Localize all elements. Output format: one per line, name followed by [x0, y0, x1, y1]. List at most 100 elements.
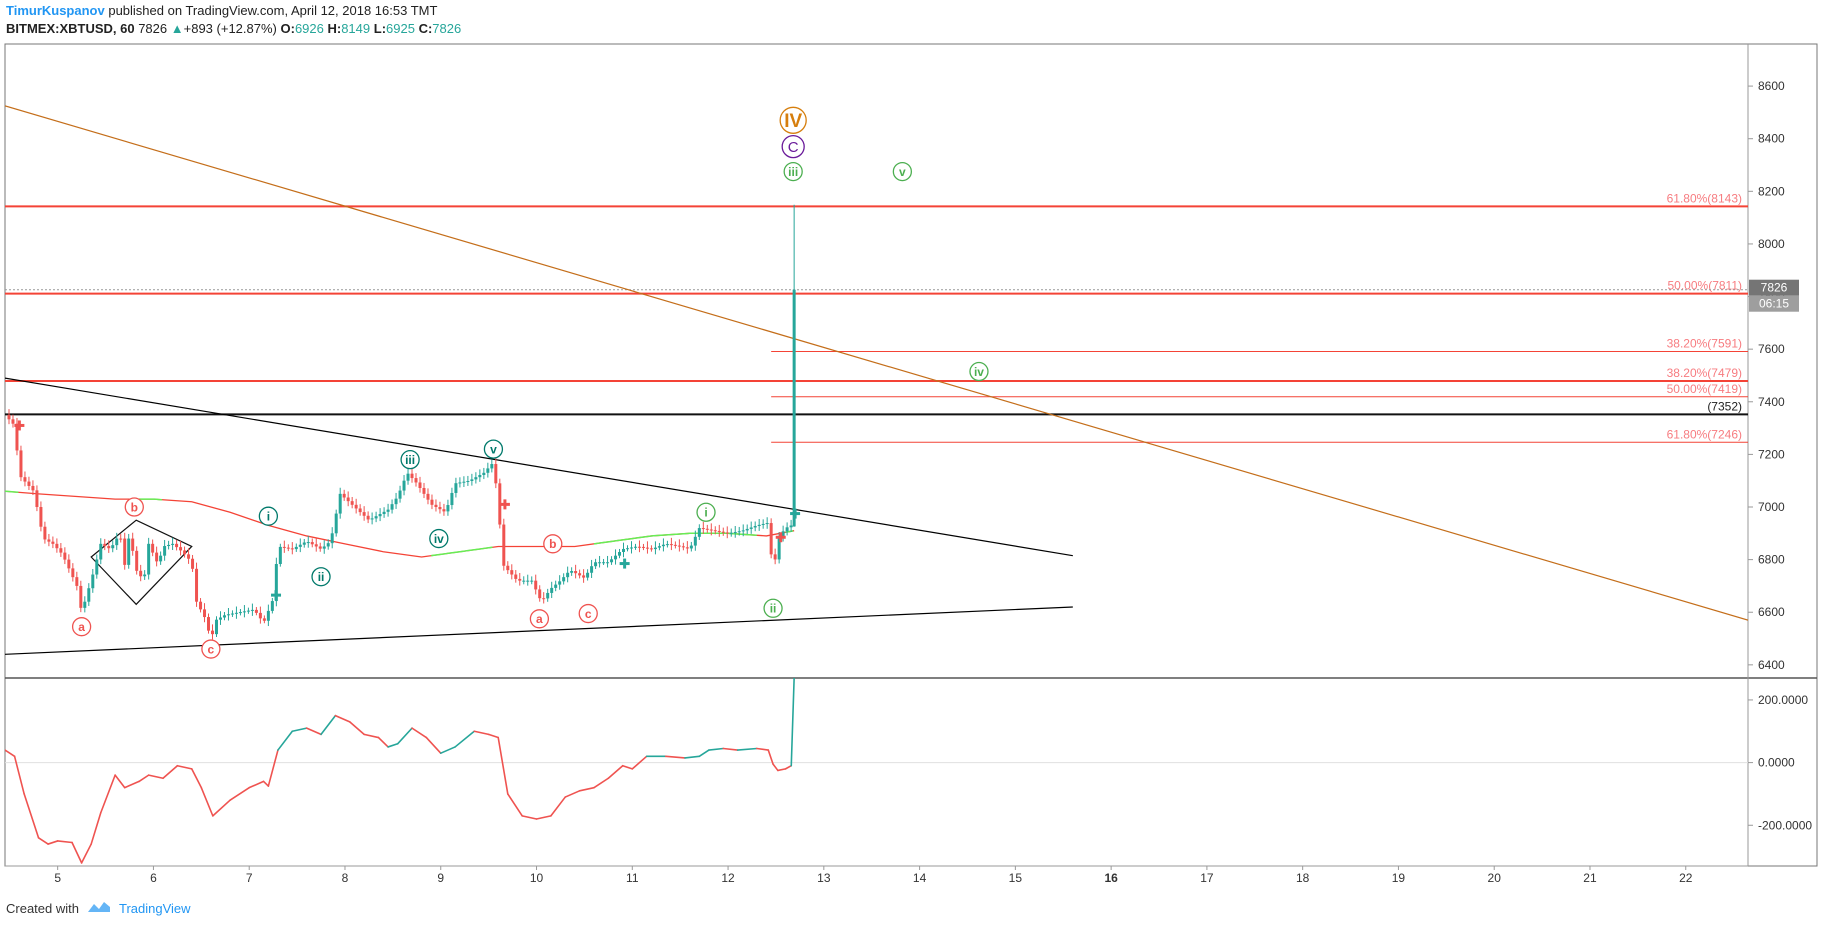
candle[interactable] [262, 618, 266, 621]
wave-label-circle[interactable] [779, 106, 807, 134]
candle[interactable] [310, 542, 314, 545]
candle[interactable] [167, 544, 171, 547]
candle[interactable] [633, 546, 637, 548]
candle[interactable] [582, 575, 586, 578]
candle[interactable] [673, 544, 677, 546]
candle[interactable] [23, 477, 27, 482]
candle[interactable] [39, 507, 43, 527]
candle[interactable] [570, 571, 574, 573]
candle[interactable] [709, 529, 713, 531]
candle[interactable] [414, 478, 418, 483]
candle[interactable] [282, 546, 286, 548]
candle[interactable] [785, 527, 789, 532]
wave-label-circle[interactable] [781, 134, 805, 159]
candle[interactable] [47, 539, 51, 542]
candle[interactable] [693, 536, 697, 546]
candle[interactable] [171, 543, 175, 545]
candle[interactable] [713, 530, 717, 532]
tradingview-link[interactable]: TradingView [118, 901, 191, 916]
candle[interactable] [71, 568, 75, 578]
candle[interactable] [641, 546, 645, 548]
candle[interactable] [27, 481, 31, 486]
candle[interactable] [454, 483, 458, 493]
candle[interactable] [685, 547, 689, 549]
author-link[interactable]: TimurKuspanov [6, 3, 105, 18]
candle[interactable] [342, 493, 346, 498]
candle[interactable] [725, 532, 729, 534]
candle[interactable] [254, 609, 258, 613]
candle[interactable] [594, 562, 598, 567]
candle[interactable] [669, 544, 673, 546]
candle[interactable] [410, 473, 414, 479]
candle[interactable] [502, 524, 506, 566]
wave-label-circle[interactable] [529, 609, 550, 629]
upper-triangle-line[interactable] [5, 377, 1073, 557]
candle[interactable] [510, 570, 514, 575]
candle[interactable] [314, 544, 318, 547]
candle[interactable] [653, 547, 657, 550]
candle[interactable] [386, 509, 390, 512]
candle[interactable] [458, 482, 462, 484]
candle[interactable] [637, 546, 641, 548]
candle[interactable] [769, 523, 773, 555]
candle[interactable] [354, 504, 358, 509]
candle[interactable] [195, 568, 199, 602]
candle[interactable] [131, 538, 135, 551]
candle[interactable] [238, 612, 242, 614]
candle[interactable] [222, 615, 226, 618]
candle[interactable] [478, 474, 482, 478]
candle[interactable] [677, 545, 681, 547]
candle[interactable] [606, 562, 610, 564]
candle[interactable] [358, 508, 362, 513]
candle[interactable] [378, 514, 382, 517]
candle[interactable] [757, 524, 761, 527]
candle[interactable] [558, 581, 562, 585]
candle[interactable] [462, 481, 466, 483]
candle[interactable] [159, 555, 163, 562]
candle[interactable] [175, 543, 179, 548]
candle[interactable] [506, 565, 510, 571]
candle[interactable] [629, 547, 633, 549]
candle[interactable] [79, 585, 83, 608]
candle[interactable] [745, 528, 749, 531]
candle[interactable] [426, 493, 430, 500]
candle[interactable] [394, 498, 398, 505]
candle[interactable] [135, 550, 139, 571]
candle[interactable] [67, 559, 71, 569]
candle[interactable] [294, 546, 298, 550]
wave-label-circle[interactable] [543, 534, 563, 554]
candle[interactable] [155, 552, 159, 562]
candle[interactable] [11, 419, 15, 424]
candle[interactable] [422, 488, 426, 494]
candle[interactable] [103, 543, 107, 547]
wave-label-circle[interactable] [311, 567, 331, 587]
candle[interactable] [115, 538, 119, 546]
tradingview-logo-icon[interactable] [87, 900, 111, 917]
candle[interactable] [51, 541, 55, 544]
long-downtrend-line[interactable] [5, 105, 1748, 621]
candle[interactable] [183, 550, 187, 555]
candle[interactable] [346, 497, 350, 502]
candle[interactable] [179, 547, 183, 551]
candle[interactable] [63, 552, 67, 560]
candle[interactable] [526, 580, 530, 582]
candle[interactable] [574, 571, 578, 574]
candle[interactable] [330, 533, 334, 544]
candle[interactable] [366, 515, 370, 520]
candle[interactable] [753, 526, 757, 528]
diamond-pattern[interactable] [90, 519, 193, 606]
candle[interactable] [645, 547, 649, 549]
candle[interactable] [402, 480, 406, 491]
candle[interactable] [649, 548, 653, 550]
candle[interactable] [95, 559, 99, 575]
candle[interactable] [518, 578, 522, 581]
candle[interactable] [123, 538, 127, 565]
candle[interactable] [226, 614, 230, 616]
candle[interactable] [7, 414, 11, 420]
candle[interactable] [665, 544, 669, 546]
candle[interactable] [107, 546, 111, 549]
candle[interactable] [406, 473, 410, 481]
wave-label-circle[interactable] [201, 639, 221, 659]
candle[interactable] [546, 592, 550, 599]
